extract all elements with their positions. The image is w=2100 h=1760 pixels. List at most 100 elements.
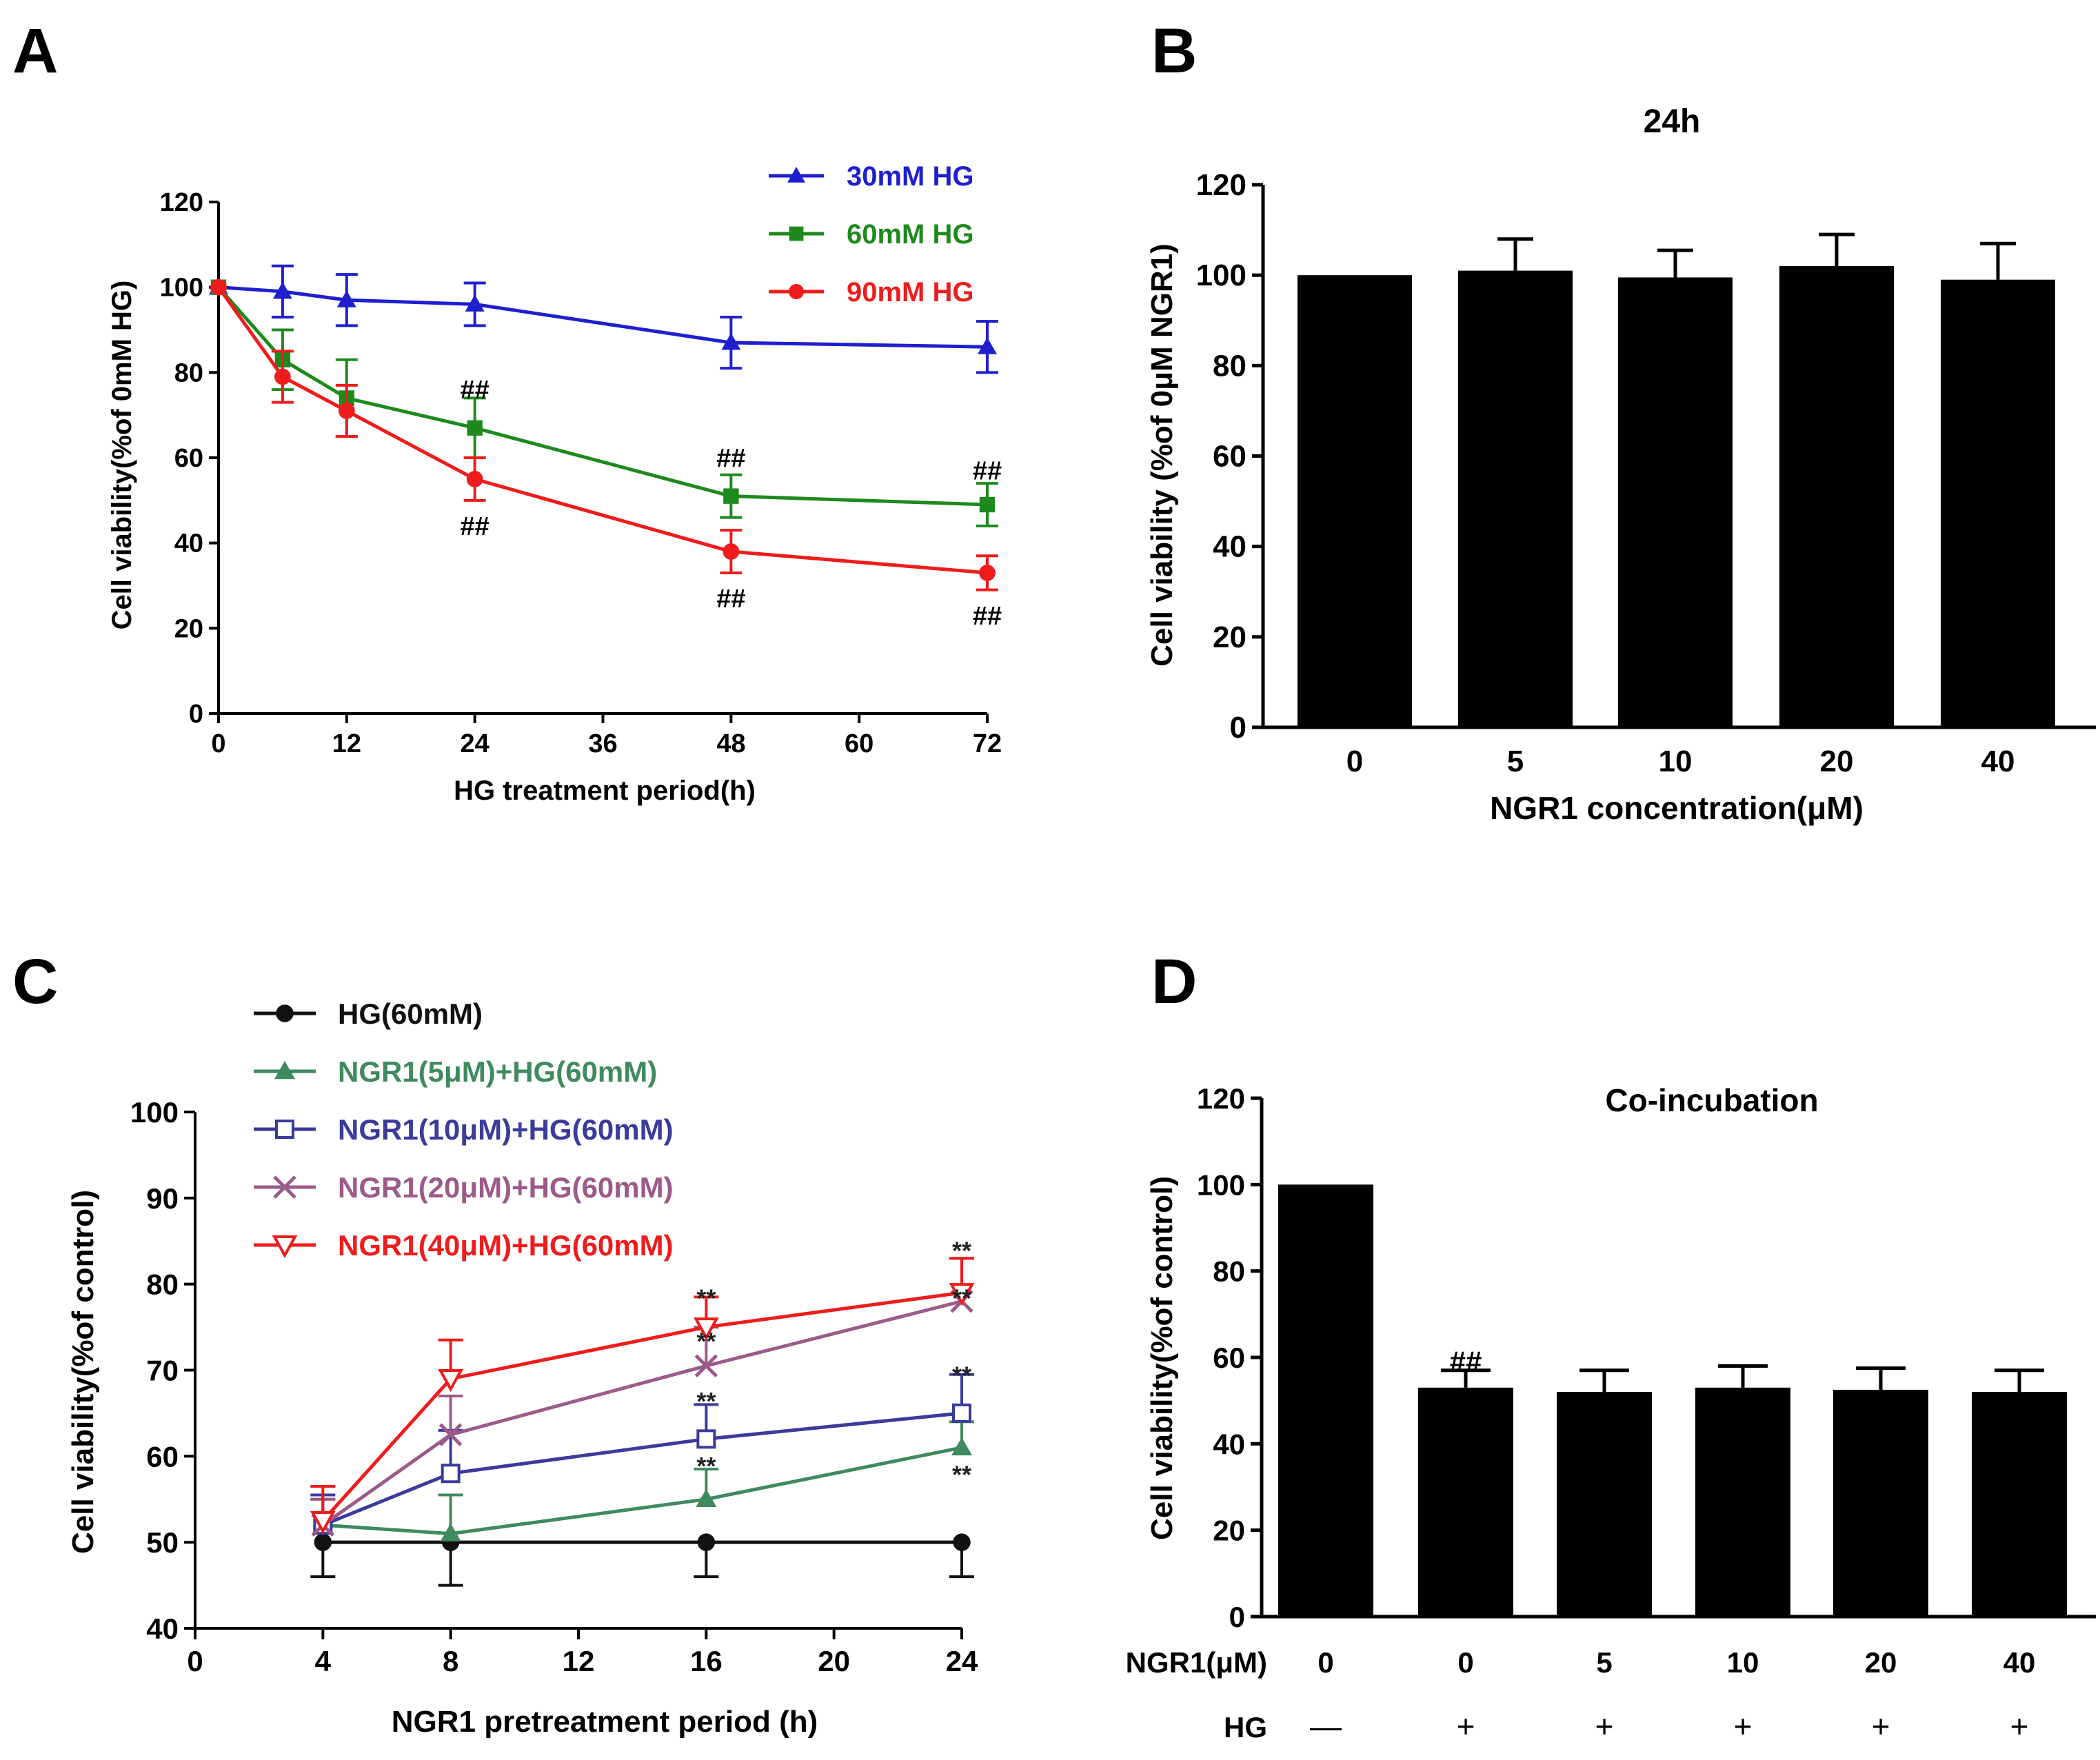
- x-tick-label: 0: [187, 1645, 203, 1677]
- plot-area: ## ## ## ## ## ##: [209, 264, 1002, 631]
- panel-c: C Cell viability(%of control) NGR1 pretr…: [12, 947, 978, 1739]
- marker-x-stroke: [438, 1423, 463, 1446]
- row-value: 0: [1317, 1646, 1333, 1679]
- significance-label: **: [952, 1237, 971, 1265]
- marker-open-square: [696, 1429, 716, 1449]
- chart-title: 24h: [1644, 103, 1701, 140]
- row-value: +: [1595, 1708, 1614, 1744]
- marker-x: [438, 1423, 463, 1446]
- y-tick-label: 0: [1229, 1601, 1245, 1633]
- significance-label: **: [696, 1284, 716, 1312]
- x-tick-label: 4: [315, 1645, 332, 1677]
- x-tick-label: 40: [1981, 745, 2015, 778]
- legend-label: NGR1(20μM)+HG(60mM): [338, 1171, 674, 1204]
- legend: HG(60mM) NGR1(5μM)+HG(60mM) NGR1(10μM)+HG(…: [254, 998, 674, 1262]
- marker-square: [723, 488, 739, 504]
- x-tick-label: 20: [818, 1645, 850, 1677]
- significance-label: **: [696, 1452, 716, 1480]
- y-tick-label: 60: [1213, 440, 1246, 474]
- bar: [1278, 1184, 1373, 1617]
- bar: [1695, 1387, 1790, 1617]
- axes: 40 50 60 70 80 90 100 0 4 8 12 16 20 24: [130, 1096, 978, 1677]
- x-tick-label: 0: [1346, 745, 1363, 778]
- bar: [1833, 1390, 1928, 1617]
- marker-triangle: [274, 1061, 295, 1080]
- row-value: —: [1310, 1708, 1342, 1744]
- marker-circle: [788, 283, 805, 300]
- bar: [1418, 1387, 1513, 1617]
- row-value: +: [1872, 1708, 1890, 1744]
- legend-label: HG(60mM): [338, 998, 483, 1030]
- y-axis-title: Cell viability(%of 0mM HG): [107, 281, 137, 630]
- marker-triangle: [696, 1488, 717, 1507]
- significance-label: **: [696, 1327, 716, 1355]
- marker-circle: [338, 403, 355, 419]
- y-tick-label: 40: [174, 529, 203, 558]
- x-tick-label: 5: [1507, 745, 1524, 778]
- marker-circle: [979, 565, 996, 581]
- y-tick-label: 70: [146, 1355, 179, 1387]
- marker-circle: [314, 1533, 332, 1551]
- marker-open-square: [952, 1403, 971, 1423]
- y-tick-label: 100: [160, 274, 203, 303]
- y-tick-label: 80: [1213, 1255, 1245, 1288]
- y-tick-label: 60: [146, 1440, 179, 1473]
- significance-label: ##: [461, 512, 489, 541]
- legend-label: NGR1(40μM)+HG(60mM): [338, 1229, 674, 1262]
- x-tick-label: 20: [1820, 745, 1854, 778]
- series-line: [216, 286, 988, 575]
- axes: 0 20 40 60 80 100 120 0 12 24 36 48 60 72: [160, 188, 1002, 758]
- x-tick-label: 12: [332, 729, 361, 758]
- legend: 30mM HG 60mM HG 90mM HG: [769, 161, 974, 307]
- marker-triangle: [336, 290, 356, 307]
- condition-rows: NGR1(μM) 0 0 5 10 20 40 HG — + + + + +: [1126, 1646, 2036, 1744]
- bar: [1557, 1392, 1652, 1617]
- chart-title: Co-incubation: [1605, 1082, 1818, 1118]
- series-line: [217, 286, 988, 507]
- series-line: [321, 1291, 962, 1522]
- row-label: HG: [1224, 1711, 1267, 1743]
- marker-square: [467, 420, 483, 436]
- y-tick-label: 80: [146, 1268, 179, 1301]
- row-value: 40: [2003, 1646, 2036, 1679]
- row-label: NGR1(μM): [1126, 1646, 1267, 1679]
- marker-circle: [276, 1004, 294, 1022]
- y-tick-label: 80: [1213, 349, 1246, 383]
- marker-open-square: [441, 1464, 461, 1484]
- x-tick-label: 0: [211, 729, 225, 758]
- legend-label: NGR1(10μM)+HG(60mM): [338, 1113, 674, 1146]
- x-tick-label: 24: [461, 729, 489, 758]
- panel-letter-b: B: [1151, 16, 1197, 86]
- significance-label: **: [952, 1362, 971, 1390]
- marker-open-triangle-down: [693, 1317, 719, 1341]
- row-value: +: [1457, 1708, 1475, 1744]
- row-value: 5: [1596, 1646, 1612, 1679]
- x-tick-label: 10: [1659, 745, 1693, 778]
- panel-b: B 24h Cell viability (%of 0μM NGR1) NGR1…: [1145, 16, 2096, 826]
- row-value: +: [1734, 1708, 1753, 1744]
- legend-label: 30mM HG: [847, 161, 974, 192]
- y-tick-label: 100: [130, 1096, 179, 1129]
- bar: [1779, 266, 1894, 727]
- x-tick-label: 60: [845, 729, 874, 758]
- marker-circle: [210, 279, 227, 296]
- x-tick-label: 36: [588, 729, 617, 758]
- panel-letter-c: C: [12, 947, 58, 1017]
- plot-area: ##: [1278, 1184, 2067, 1617]
- marker-square: [789, 226, 804, 241]
- marker-circle: [697, 1533, 716, 1551]
- y-tick-label: 20: [174, 614, 203, 643]
- x-tick-label: 8: [443, 1645, 458, 1677]
- marker-open-triangle-down: [272, 1235, 298, 1259]
- marker-x: [273, 1175, 296, 1199]
- marker-circle: [723, 543, 740, 560]
- marker-x-stroke: [694, 1354, 718, 1378]
- bar: [1458, 270, 1573, 727]
- panel-a: A Cell viability(%of 0mM HG) HG treatmen…: [12, 16, 1002, 806]
- marker-triangle: [465, 294, 485, 312]
- bar: [1941, 279, 2055, 728]
- row-value: 10: [1727, 1646, 1759, 1679]
- y-tick-label: 0: [1230, 711, 1246, 745]
- x-tick-label: 24: [946, 1645, 978, 1677]
- plot-area: [1298, 232, 2055, 728]
